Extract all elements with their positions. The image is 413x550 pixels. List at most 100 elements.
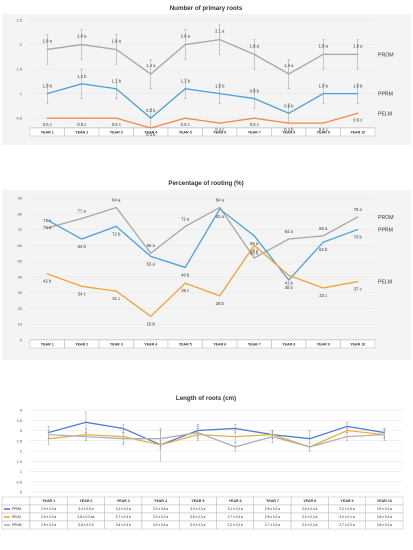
point-label: 1.9 a bbox=[112, 38, 122, 43]
table-cell-value: 2.3 ± 0.2 a bbox=[153, 515, 168, 519]
x-tick-label: YEAR 10 bbox=[350, 342, 365, 346]
data-point bbox=[346, 429, 348, 432]
y-tick-label: 80 bbox=[18, 211, 23, 216]
point-label: 60 b bbox=[250, 250, 259, 255]
x-tick-label: YEAR 3 bbox=[117, 499, 130, 503]
table-cell-value: 2.3 ± 0.8 a bbox=[153, 507, 168, 511]
table-cell-value: 2.6 ± 0.3 b bbox=[116, 523, 131, 527]
data-point bbox=[46, 227, 48, 229]
data-point bbox=[150, 117, 152, 119]
point-label: 0.4 b bbox=[284, 127, 294, 132]
table-cell-value: 3.1 ± 0.2 a bbox=[228, 507, 243, 511]
legend-label-prom: PROM bbox=[378, 52, 394, 58]
y-tick-label: 90 bbox=[18, 196, 23, 201]
chart-background bbox=[2, 190, 411, 360]
table-cell-value: 2.8 ± 0.2 a bbox=[41, 523, 56, 527]
data-point bbox=[322, 235, 324, 237]
point-label: 0.3 b bbox=[146, 132, 156, 137]
data-point bbox=[253, 235, 255, 237]
point-label: 33 c bbox=[319, 293, 327, 298]
y-tick-label: 3.5 bbox=[16, 418, 22, 423]
data-point bbox=[85, 421, 87, 423]
x-tick-label: YEAR 1 bbox=[41, 342, 54, 346]
y-tick-label: 70 bbox=[18, 227, 23, 232]
x-tick-label: YEAR 1 bbox=[41, 130, 54, 134]
data-point bbox=[81, 238, 83, 240]
x-tick-label: YEAR 8 bbox=[282, 342, 295, 346]
table-corner bbox=[1, 496, 31, 506]
data-point bbox=[357, 53, 359, 55]
table-cell-value: 2.7 ± 0.2 a bbox=[340, 523, 355, 527]
table-cell-value: 2.6 ± 0.3 a bbox=[41, 515, 56, 519]
point-label: 0.6 b bbox=[284, 103, 294, 108]
point-label: 1.0 b bbox=[319, 84, 329, 89]
data-point bbox=[122, 438, 124, 440]
y-tick-label: 4 bbox=[20, 408, 23, 413]
table-cell-value: 2.8 ± 0.3 ab bbox=[78, 515, 95, 519]
x-tick-label: YEAR 6 bbox=[213, 342, 226, 346]
data-point bbox=[322, 93, 324, 95]
data-point bbox=[184, 43, 186, 46]
data-point bbox=[219, 295, 221, 297]
series-line-pprm bbox=[48, 421, 385, 446]
x-tick-label: YEAR 2 bbox=[75, 342, 88, 346]
point-label: 1.8 a bbox=[250, 43, 260, 48]
x-tick-label: YEAR 9 bbox=[317, 342, 330, 346]
point-label: 42 b bbox=[43, 279, 52, 284]
point-label: 1.4 a bbox=[284, 63, 294, 68]
table-cell-value: 2.2 ± 0.2 a bbox=[302, 523, 317, 527]
data-point bbox=[219, 206, 221, 209]
point-label: 76 a bbox=[43, 225, 52, 230]
point-label: 78 a bbox=[354, 207, 363, 212]
chart-background bbox=[2, 14, 411, 145]
data-point bbox=[184, 225, 186, 227]
data-point bbox=[357, 281, 359, 283]
data-point bbox=[288, 112, 290, 114]
series-line-prom bbox=[47, 206, 359, 259]
y-tick-label: 60 bbox=[18, 243, 23, 248]
data-point bbox=[346, 425, 348, 427]
data-point bbox=[46, 117, 48, 119]
data-point bbox=[150, 73, 152, 75]
data-point bbox=[122, 427, 124, 430]
point-label: 1.0 b bbox=[215, 84, 225, 89]
x-category-cell bbox=[340, 127, 376, 137]
y-tick-label: 2.5 bbox=[16, 18, 22, 23]
chart-title: Length of roots (cm) bbox=[176, 395, 236, 402]
series-line-pelm bbox=[48, 429, 385, 448]
table-cell-value: 2.7 ± 0.3 b bbox=[116, 515, 131, 519]
point-label: 2.0 a bbox=[181, 34, 191, 39]
x-tick-label: YEAR 5 bbox=[179, 130, 192, 134]
chart-title: Number of primary roots bbox=[170, 5, 243, 12]
legend-label-pprm: PPRM bbox=[378, 92, 393, 98]
point-label: 2.1 a bbox=[215, 29, 225, 34]
table-cell-value: 2.2 ± 0.2 a bbox=[302, 515, 317, 519]
point-label: 64 b bbox=[78, 244, 87, 249]
y-tick-label: 1.5 bbox=[16, 67, 22, 72]
y-tick-label: 0 bbox=[20, 490, 23, 495]
legend-label-pelm: PELM bbox=[378, 111, 392, 117]
legend-label-pelm: PELM bbox=[12, 515, 21, 519]
data-point bbox=[81, 83, 83, 85]
data-point bbox=[81, 117, 83, 119]
table-cell-value: 2.6 ± 0.4 a bbox=[153, 523, 168, 527]
data-point bbox=[115, 48, 117, 51]
legend-label-pprm: PPRM bbox=[12, 507, 22, 511]
x-tick-label: YEAR 5 bbox=[179, 342, 192, 346]
chart-1: Number of primary roots 0.5 1 1.5 2 2.5 YEAR 1… bbox=[2, 5, 411, 145]
data-point bbox=[322, 287, 324, 289]
data-point bbox=[357, 228, 359, 231]
series-line-pelm bbox=[47, 112, 358, 129]
data-point bbox=[81, 217, 83, 220]
data-point bbox=[159, 438, 162, 440]
point-label: 46 b bbox=[181, 272, 190, 277]
y-tick-label: 40 bbox=[18, 274, 23, 279]
y-tick-label: 2 bbox=[20, 449, 23, 454]
table-cell-value: 2.9 ± 0.3 a bbox=[190, 523, 205, 527]
point-label: 1.8 a bbox=[353, 43, 363, 48]
x-tick-label: YEAR 4 bbox=[144, 342, 157, 346]
data-point bbox=[309, 438, 311, 440]
point-label: 0.4 c bbox=[215, 127, 224, 132]
data-point bbox=[357, 93, 359, 95]
